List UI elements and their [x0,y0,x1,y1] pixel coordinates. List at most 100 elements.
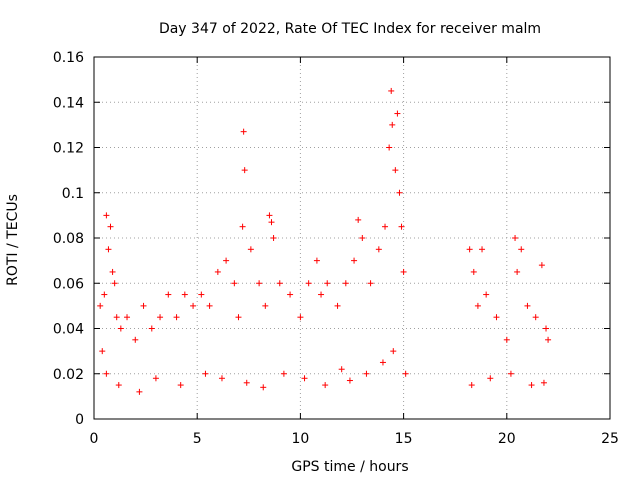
data-point [117,325,124,332]
data-point [124,314,131,321]
data-point [109,268,116,275]
data-point [113,314,120,321]
data-point [493,314,500,321]
data-point [322,382,329,389]
grid-lines [94,57,610,419]
data-point [359,235,366,241]
data-point [305,280,312,287]
y-tick-label: 0.02 [53,367,84,383]
data-point [152,375,159,382]
data-point [483,291,490,298]
data-point [140,302,147,309]
data-point [223,257,230,264]
y-tick-label: 0.14 [53,95,84,111]
data-point [240,128,247,135]
data-point [532,314,539,321]
data-point [256,280,263,287]
data-point [262,302,269,309]
data-point [351,257,358,264]
data-point [101,291,108,298]
data-point [297,314,304,321]
data-point [398,223,405,230]
data-point [402,370,409,377]
data-point [239,223,246,230]
data-points [97,87,552,395]
data-point [507,370,514,377]
data-point [260,384,267,391]
data-point [503,336,510,343]
data-point [177,382,184,389]
y-tick-label: 0 [75,412,84,428]
y-axis-label: ROTI / TECUs [5,194,21,286]
data-point [474,302,481,309]
data-point [173,314,180,321]
x-axis-label: GPS time / hours [291,459,408,475]
data-point [165,291,172,298]
data-point [270,235,277,241]
data-point [512,235,519,241]
data-point [266,212,273,219]
axis-ticks: 0 5 10 15 20 25 0 0.02 0.04 0.06 0.08 0.1 0.12 0.14 0.… [53,50,619,447]
data-point [190,302,197,309]
data-point [280,370,287,377]
data-point [276,280,283,287]
data-point [528,382,535,389]
x-tick-label: 15 [395,431,413,447]
data-point [198,291,205,298]
data-point [181,291,188,298]
data-point [355,216,362,223]
data-point [538,262,545,269]
data-point [268,219,275,226]
data-point [103,370,110,377]
data-point [545,336,552,343]
data-point [363,370,370,377]
data-point [247,246,254,253]
data-point [301,375,308,382]
y-tick-label: 0.06 [53,276,84,292]
data-point [392,167,399,174]
x-tick-label: 20 [498,431,516,447]
chart-title: Day 347 of 2022, Rate Of TEC Index for r… [159,21,541,37]
data-point [115,382,122,389]
data-point [241,167,248,174]
data-point [543,325,550,332]
y-tick-label: 0.1 [62,186,84,202]
data-point [518,246,525,253]
data-point [390,348,397,355]
data-point [313,257,320,264]
data-point [386,144,393,151]
x-tick-label: 5 [193,431,202,447]
data-point [514,268,521,275]
data-point [524,302,531,309]
data-point [231,280,238,287]
data-point [105,246,112,253]
data-point [97,302,104,309]
data-point [342,280,349,287]
data-point [99,348,106,355]
data-point [318,291,325,298]
data-point [202,370,209,377]
data-point [375,246,382,253]
data-point [388,87,395,94]
y-tick-label: 0.08 [53,231,84,247]
data-point [243,379,250,386]
data-point [338,366,345,373]
data-point [157,314,164,321]
data-point [334,302,341,309]
data-point [235,314,242,321]
y-tick-label: 0.04 [53,322,84,338]
data-point [468,382,475,389]
data-point [218,375,225,382]
data-point [287,291,294,298]
data-point [540,379,547,386]
data-point [396,189,403,196]
x-tick-label: 25 [601,431,619,447]
data-point [148,325,155,332]
data-point [103,212,110,219]
data-point [206,302,213,309]
data-point [379,359,386,366]
data-point [470,268,477,275]
x-tick-label: 10 [291,431,309,447]
